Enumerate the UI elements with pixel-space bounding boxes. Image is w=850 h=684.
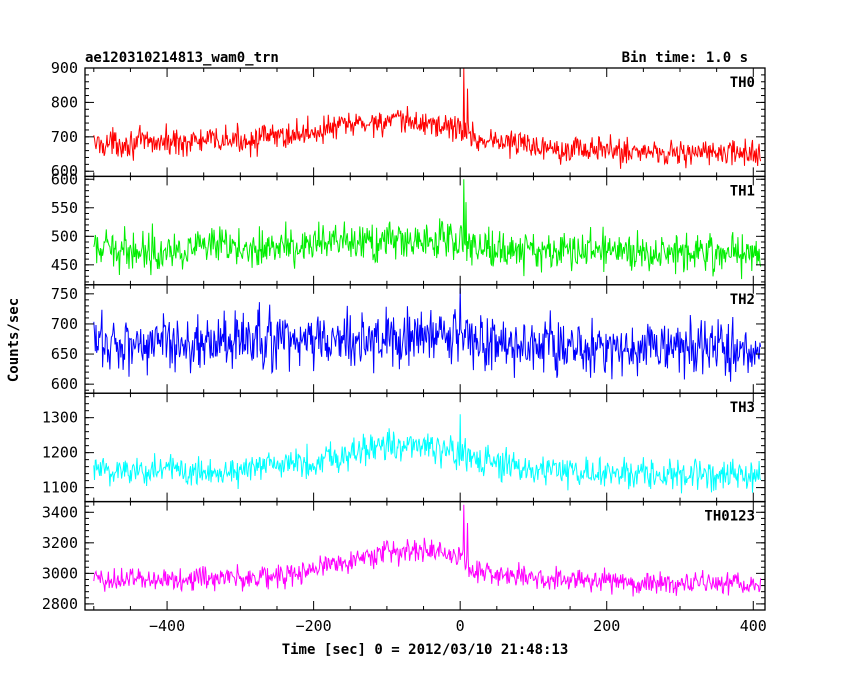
x-tick-label: −400 — [149, 617, 185, 635]
x-axis-label: Time [sec] 0 = 2012/03/10 21:48:13 — [282, 642, 569, 658]
y-tick-label: 600 — [51, 170, 78, 188]
x-axis: −400 −200 0 200 400 — [149, 617, 767, 635]
x-tick-label: −200 — [296, 617, 332, 635]
chart-title: ae120310214813_wam0_trn — [85, 50, 279, 66]
y-tick-label: 900 — [51, 59, 78, 77]
y-tick-label: 450 — [51, 256, 78, 274]
panel-label-th2: TH2 — [730, 292, 755, 308]
panel-th1: 450 500 550 600 TH1 — [51, 170, 766, 286]
y-tick-label: 750 — [51, 285, 78, 303]
y-tick-label: 550 — [51, 199, 78, 217]
series-line-th0 — [93, 68, 762, 169]
y-tick-label: 700 — [51, 315, 78, 333]
y-tick-label: 1300 — [42, 409, 78, 427]
panels-group: 600 700 800 900 TH0 450 500 550 600 TH1 600 650 700 7… — [42, 59, 766, 613]
y-tick-label: 1100 — [42, 479, 78, 497]
x-tick-label: 0 — [456, 617, 465, 635]
y-tick-label: 3200 — [42, 534, 78, 552]
y-axis-label: Counts/sec — [6, 298, 22, 382]
x-tick-label: 400 — [740, 617, 767, 635]
y-tick-label: 1200 — [42, 444, 78, 462]
y-tick-label: 650 — [51, 345, 78, 363]
panel-th2: 600 650 700 750 TH2 — [51, 284, 766, 394]
y-tick-label: 700 — [51, 128, 78, 146]
series-line-th0123 — [93, 504, 762, 597]
y-tick-label: 600 — [51, 162, 78, 180]
panel-label-th0: TH0 — [730, 75, 755, 91]
series-line-th2 — [93, 287, 762, 382]
panel-label-th3: TH3 — [730, 400, 755, 416]
panel-label-th1: TH1 — [730, 183, 755, 199]
y-tick-label: 3000 — [42, 564, 78, 582]
y-tick-label: 2800 — [42, 595, 78, 613]
panel-th0: 600 700 800 900 TH0 — [51, 59, 766, 180]
x-tick-label: 200 — [593, 617, 620, 635]
y-tick-label: 600 — [51, 375, 78, 393]
series-line-th1 — [93, 179, 762, 280]
y-tick-label: 500 — [51, 227, 78, 245]
panel-th0123: 2800 3000 3200 3400 TH0123 — [42, 500, 766, 613]
panel-label-th0123: TH0123 — [704, 509, 755, 525]
panel-frame — [84, 175, 766, 286]
panel-frame — [84, 500, 766, 611]
series-line-th3 — [93, 414, 762, 494]
panel-th3: 1100 1200 1300 TH3 — [42, 392, 766, 503]
bin-time-label: Bin time: 1.0 s — [622, 50, 748, 66]
y-tick-label: 800 — [51, 93, 78, 111]
y-tick-label: 3400 — [42, 503, 78, 521]
